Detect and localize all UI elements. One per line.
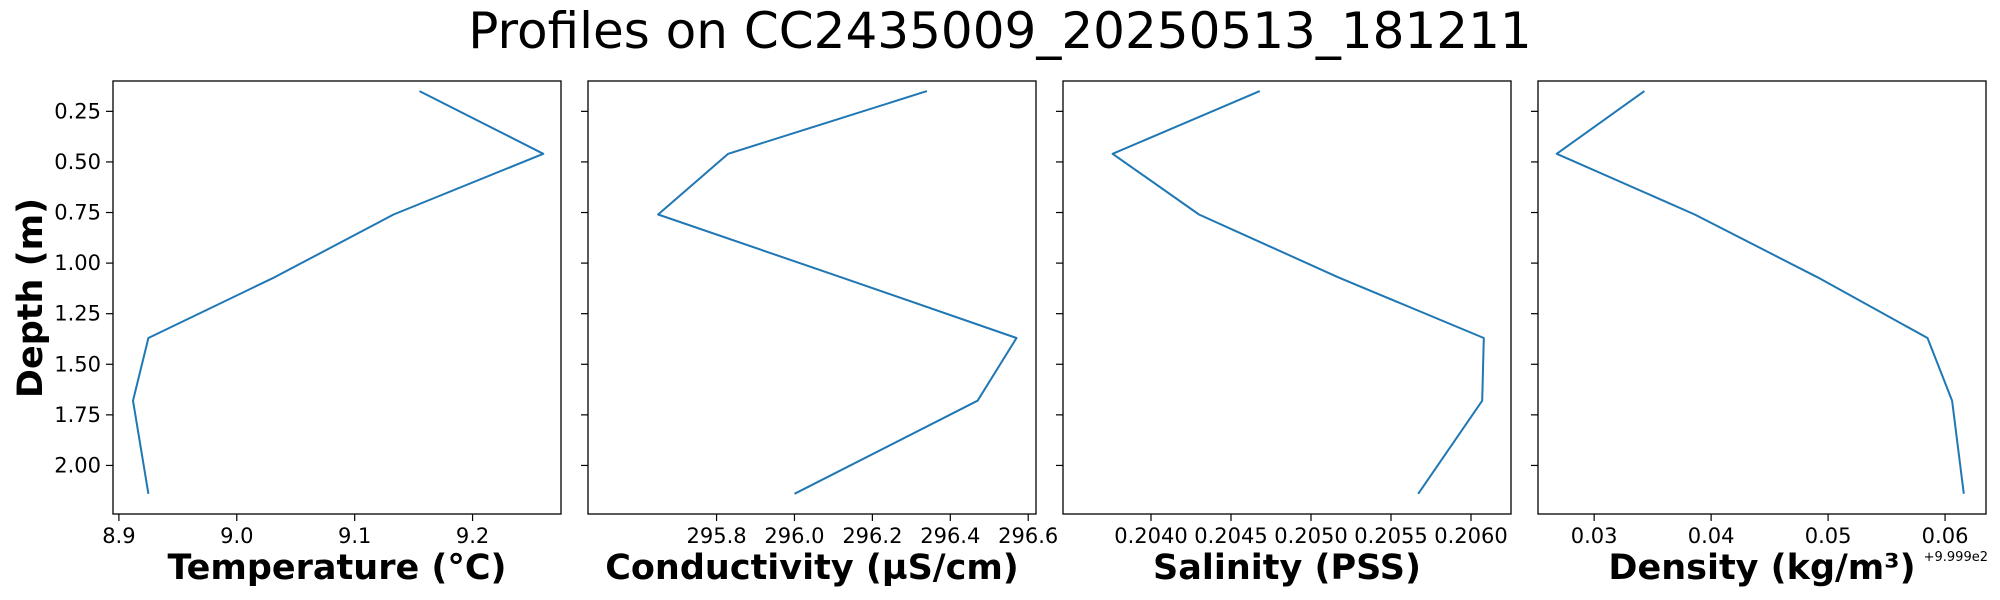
temperature-profile-line — [132, 90, 545, 494]
ytick-label: 1.50 — [54, 352, 101, 376]
salinity-xtick-label: 0.2055 — [1354, 524, 1427, 548]
ytick-label: 1.00 — [54, 251, 101, 275]
figure-title: Profiles on CC2435009_20250513_181211 — [468, 2, 1531, 60]
salinity-xtick-label: 0.2040 — [1114, 524, 1187, 548]
density-profile-line — [1555, 90, 1965, 494]
panels: 0.25 0.50 0.75 1.00 1.25 1.50 1.75 2.00 8.9 9.0 9.… — [54, 80, 1988, 588]
temperature-xtick-label: 8.9 — [102, 524, 135, 548]
density-xtick-label: 0.03 — [1571, 524, 1618, 548]
salinity-axis-label: Salinity (PSS) — [1153, 548, 1421, 588]
conductivity-plot-frame — [587, 80, 1037, 515]
density-offset-label: +9.999e2 — [1924, 550, 1988, 565]
density-xtick-label: 0.05 — [1805, 524, 1852, 548]
ytick-label: 0.50 — [54, 150, 101, 174]
density-panel: 0.03 0.04 0.05 0.06 Density (kg/m³) +9.999e2 — [1531, 80, 1988, 588]
density-axis-label: Density (kg/m³) — [1608, 548, 1915, 588]
ytick-label: 1.75 — [54, 403, 101, 427]
salinity-plot-frame — [1062, 80, 1512, 515]
temperature-xtick-label: 9.1 — [338, 524, 371, 548]
density-plot-frame — [1537, 80, 1987, 515]
conductivity-xtick-label: 296.2 — [842, 524, 902, 548]
temperature-panel: 0.25 0.50 0.75 1.00 1.25 1.50 1.75 2.00 8.9 9.0 9.… — [54, 80, 562, 588]
conductivity-xtick-label: 296.4 — [920, 524, 980, 548]
density-xtick-label: 0.04 — [1688, 524, 1735, 548]
salinity-panel: 0.2040 0.2045 0.2050 0.2055 0.2060 Salinity (… — [1056, 80, 1512, 588]
ytick-label: 0.25 — [54, 99, 101, 123]
salinity-xtick-label: 0.2050 — [1274, 524, 1347, 548]
conductivity-axis-label: Conductivity (µS/cm) — [605, 548, 1019, 588]
depth-axis-label: Depth (m) — [11, 198, 51, 398]
salinity-profile-line — [1111, 90, 1485, 495]
salinity-xtick-label: 0.2045 — [1194, 524, 1267, 548]
temperature-plot-frame — [112, 80, 562, 515]
salinity-xtick-label: 0.2060 — [1434, 524, 1507, 548]
temperature-xtick-label: 9.2 — [456, 524, 489, 548]
ytick-label: 2.00 — [54, 453, 101, 477]
ytick-label: 0.75 — [54, 201, 101, 225]
conductivity-xtick-label: 296.6 — [998, 524, 1058, 548]
conductivity-xtick-label: 295.8 — [686, 524, 746, 548]
density-xtick-label: 0.06 — [1922, 524, 1969, 548]
temperature-xtick-label: 9.0 — [220, 524, 253, 548]
conductivity-xtick-label: 296.0 — [764, 524, 824, 548]
temperature-axis-label: Temperature (°C) — [167, 548, 506, 588]
ytick-label: 1.25 — [54, 302, 101, 326]
conductivity-profile-line — [657, 90, 1018, 495]
